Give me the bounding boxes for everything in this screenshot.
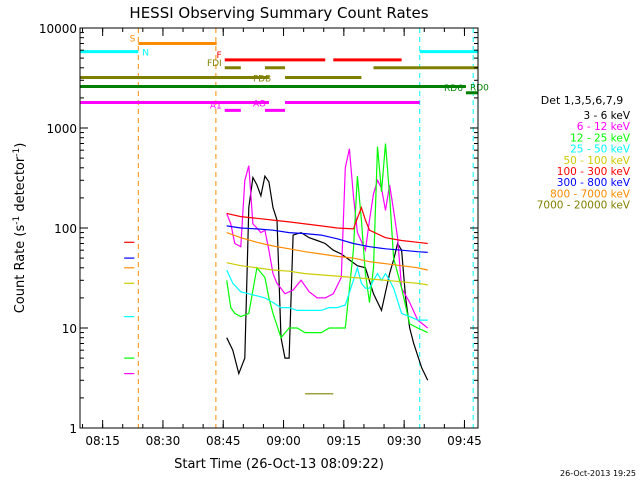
y-tick-label: 1 xyxy=(69,422,77,436)
x-tick-label: 09:45 xyxy=(447,434,482,448)
footer-timestamp: 26-Oct-2013 19:25 xyxy=(560,469,636,478)
y-axis-label: Count Rate (s-1 detector-1) xyxy=(12,143,28,314)
legend-entry-25-50-kev: 25 - 50 keV xyxy=(570,144,631,156)
legend-entry-800-7000-kev: 800 - 7000 keV xyxy=(550,188,631,200)
y-axis-label-part: Count Rate (s xyxy=(13,225,28,314)
legend-entry-12-25-kev: 12 - 25 keV xyxy=(570,132,631,144)
y-axis-label-exponent: -1 xyxy=(12,216,22,225)
flag-label: AO xyxy=(253,99,266,109)
series-line-300-800-kev xyxy=(226,225,428,253)
series-line-800-7000-kev xyxy=(226,232,428,271)
x-tick-label: 09:00 xyxy=(266,434,301,448)
legend-title: Det 1,3,5,6,7,9 xyxy=(541,94,624,107)
flag-label: RD6 xyxy=(444,84,463,94)
flag-label: FDI xyxy=(207,59,222,69)
x-axis-label: Start Time (26-Oct-13 08:09:22) xyxy=(174,457,384,472)
y-tick-label: 10000 xyxy=(39,22,77,36)
series-line-100-300-kev xyxy=(226,205,428,245)
flag-label: FDB xyxy=(253,74,271,84)
y-tick-label: 100 xyxy=(54,222,77,236)
y-tick-label: 1000 xyxy=(46,122,77,136)
y-axis-label-part: ) xyxy=(13,143,28,148)
legend-entry-7000-20000-kev: 7000 - 20000 keV xyxy=(537,200,631,212)
y-tick-label: 10 xyxy=(62,322,77,336)
y-axis-label-exponent: -1 xyxy=(12,148,22,157)
legend-entry-6-12-kev: 6 - 12 keV xyxy=(577,121,631,133)
flag-label: RD0 xyxy=(470,84,489,94)
series-line-12-25-kev xyxy=(226,143,428,339)
x-tick-label: 09:30 xyxy=(387,434,422,448)
x-tick-label: 09:15 xyxy=(327,434,362,448)
x-tick-label: 08:30 xyxy=(146,434,181,448)
chart-title: HESSI Observing Summary Count Rates xyxy=(129,4,428,22)
series-line-50-100-kev xyxy=(226,262,428,286)
legend-entry-100-300-kev: 100 - 300 keV xyxy=(557,166,631,178)
flag-label: S xyxy=(130,34,136,44)
x-tick-label: 08:15 xyxy=(85,434,120,448)
flag-label: A1 xyxy=(210,101,222,111)
flag-label: F xyxy=(217,51,222,61)
legend-entry-300-800-kev: 300 - 800 keV xyxy=(557,177,631,189)
y-axis-label-part: detector xyxy=(13,156,28,216)
flag-label: N xyxy=(142,49,149,59)
x-tick-label: 08:45 xyxy=(206,434,241,448)
legend-entry-3-6-kev: 3 - 6 keV xyxy=(583,110,630,122)
legend-entry-50-100-kev: 50 - 100 keV xyxy=(563,155,630,167)
